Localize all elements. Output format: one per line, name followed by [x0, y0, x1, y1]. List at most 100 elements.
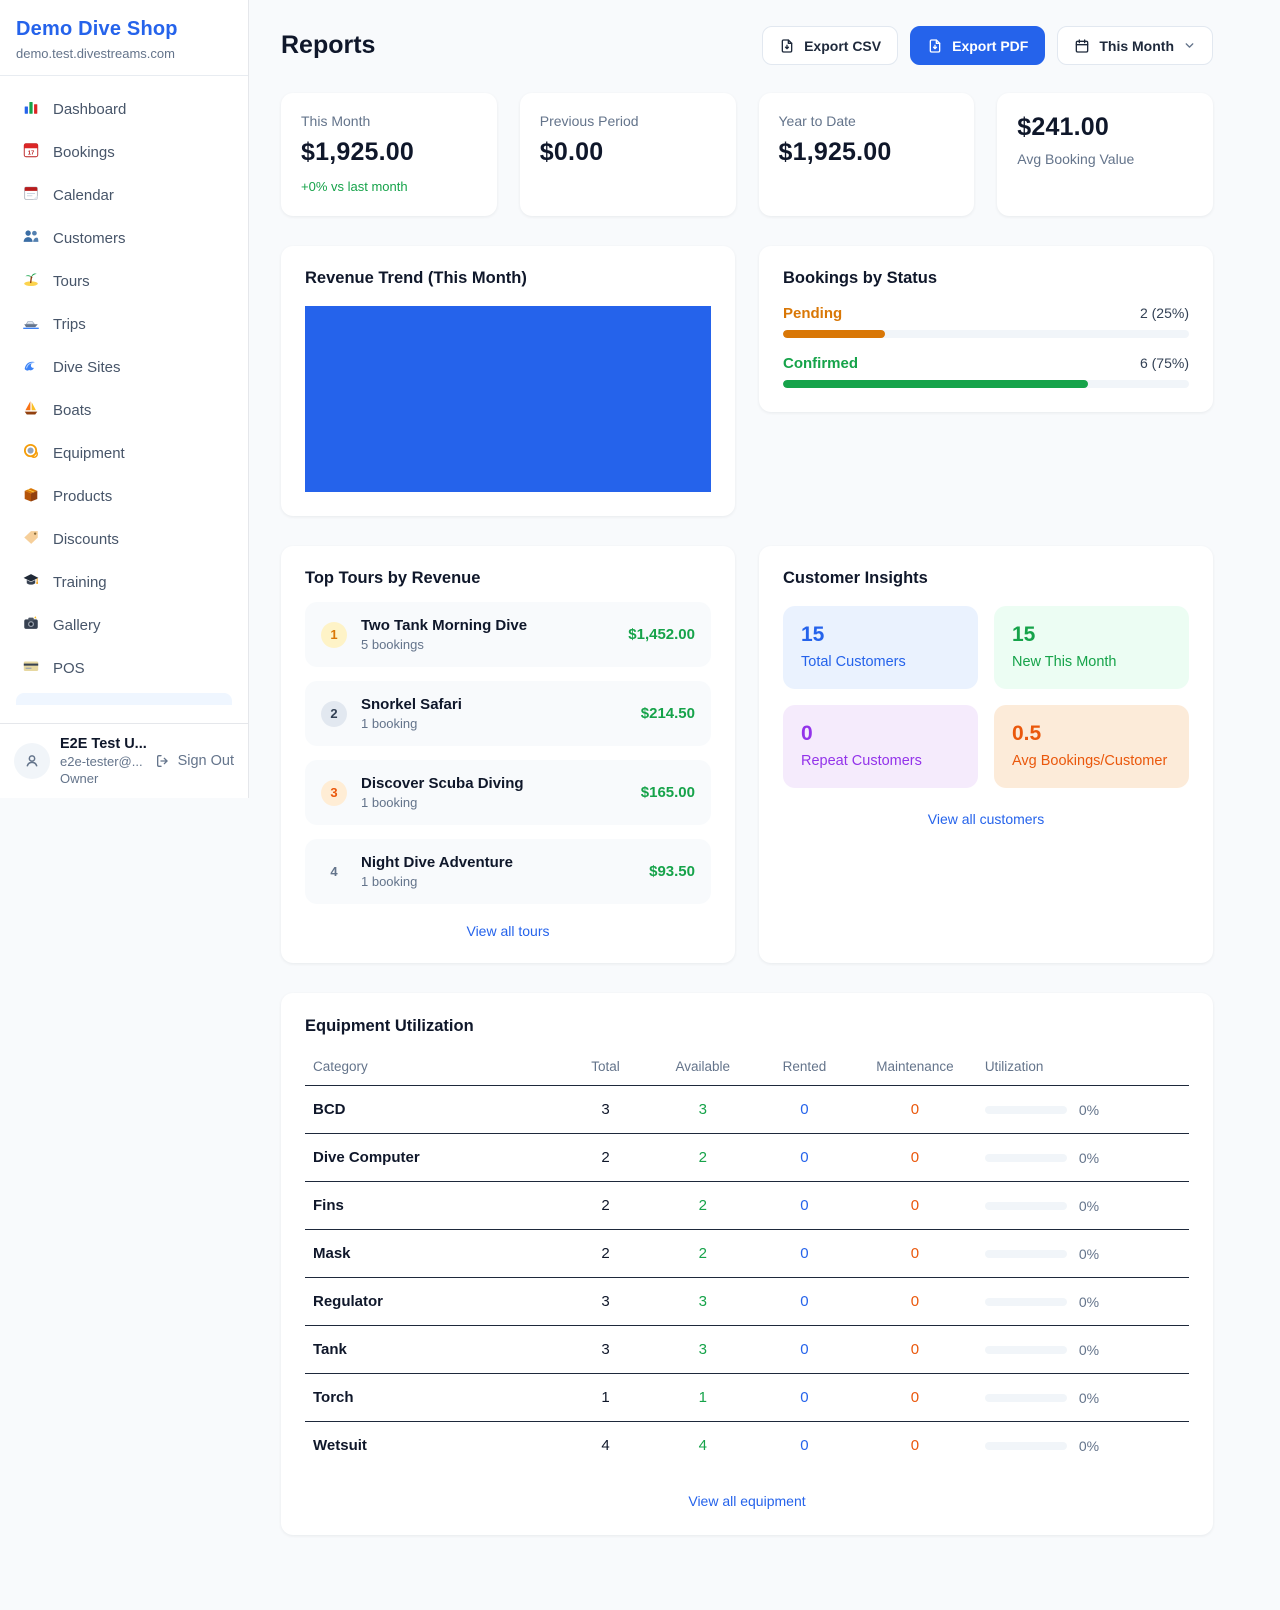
sidebar-item-label: Dive Sites	[53, 358, 121, 376]
revenue-trend-title: Revenue Trend (This Month)	[305, 269, 527, 287]
bar-chart-icon	[22, 98, 40, 120]
cell-maintenance: 0	[853, 1181, 977, 1230]
tour-name: Discover Scuba Diving	[361, 775, 524, 792]
tour-revenue: $214.50	[640, 705, 695, 722]
tour-revenue: $93.50	[649, 863, 695, 880]
tag-icon	[22, 528, 40, 550]
cell-available: 1	[649, 1373, 756, 1422]
main-content: Reports Export CSV Export PDF This Month…	[249, 0, 1280, 1577]
table-row: Mask 2 2 0 0 0%	[305, 1229, 1189, 1278]
cell-category: Dive Computer	[305, 1133, 562, 1182]
export-pdf-label: Export PDF	[952, 37, 1029, 54]
sidebar-item-training[interactable]: Training	[12, 561, 236, 603]
sidebar-item-bookings[interactable]: 17 Bookings	[12, 131, 236, 173]
insight-new-this-month: 15 New This Month	[994, 606, 1189, 689]
top-tours-title: Top Tours by Revenue	[305, 569, 481, 587]
utilization-percent: 0%	[1078, 1389, 1100, 1406]
insight-avg-bookings: 0.5 Avg Bookings/Customer	[994, 705, 1189, 788]
insight-label: Repeat Customers	[801, 753, 922, 769]
sidebar-item-label: Dashboard	[53, 100, 127, 118]
sidebar-item-trips[interactable]: Trips	[12, 303, 236, 345]
motorboat-icon	[22, 313, 40, 335]
sidebar-item-gallery[interactable]: Gallery	[12, 604, 236, 646]
cell-category: Torch	[305, 1373, 562, 1422]
tour-bookings: 1 booking	[361, 795, 418, 810]
credit-card-icon	[22, 657, 40, 679]
view-all-equipment-link[interactable]: View all equipment	[688, 1493, 806, 1509]
cell-total: 3	[561, 1325, 650, 1374]
tour-bookings: 1 booking	[361, 874, 418, 889]
cell-maintenance: 0	[910, 1437, 920, 1454]
table-row: Wetsuit 4 4 0 0 0%	[305, 1422, 1189, 1470]
sidebar-item-dive-sites[interactable]: Dive Sites	[12, 346, 236, 388]
tour-revenue: $165.00	[640, 784, 695, 801]
cell-total: 1	[561, 1373, 650, 1422]
cell-maintenance: 0	[853, 1373, 977, 1422]
insight-label: Avg Bookings/Customer	[1012, 753, 1168, 769]
period-dropdown[interactable]: This Month	[1057, 26, 1213, 65]
export-csv-label: Export CSV	[804, 37, 882, 54]
column-header-maintenance: Maintenance	[853, 1048, 977, 1086]
page-title: Reports	[281, 31, 376, 59]
grad-cap-icon	[22, 571, 40, 593]
column-header-rented: Rented	[755, 1048, 854, 1086]
file-download-icon	[781, 38, 793, 53]
utilization-bar	[984, 1297, 1067, 1306]
sidebar-item-boats[interactable]: Boats	[12, 389, 236, 431]
sidebar-item-calendar[interactable]: Calendar	[12, 174, 236, 216]
shop-name: Demo Dive Shop	[16, 18, 178, 40]
sidebar: Demo Dive Shop demo.test.divestreams.com…	[0, 0, 249, 798]
sign-out-icon	[156, 755, 168, 767]
sidebar-nav: Dashboard 17 Bookings Calendar Customers…	[0, 76, 248, 723]
cell-maintenance: 0	[853, 1133, 977, 1182]
chevron-down-icon	[1185, 43, 1194, 48]
list-item: 4 Night Dive Adventure 1 booking $93.50	[305, 839, 711, 904]
stat-card-year-to-date: Year to Date $1,925.00	[758, 93, 975, 216]
sidebar-item-discounts[interactable]: Discounts	[12, 518, 236, 560]
package-icon	[22, 485, 40, 507]
equipment-utilization-title: Equipment Utilization	[305, 1017, 474, 1035]
stat-card-avg-booking-value: $241.00 Avg Booking Value	[997, 93, 1213, 216]
rank-badge: 1	[321, 621, 347, 648]
sidebar-item-customers[interactable]: Customers	[12, 217, 236, 259]
sidebar-item-label: Boats	[53, 401, 92, 419]
cell-rented: 0	[755, 1085, 854, 1134]
insight-repeat-customers: 0 Repeat Customers	[783, 705, 978, 788]
sidebar-item-pos[interactable]: POS	[12, 647, 236, 689]
utilization-bar	[984, 1153, 1067, 1162]
header-actions: Export CSV Export PDF This Month	[762, 26, 1213, 65]
insight-value: 15	[1012, 623, 1036, 646]
export-pdf-button[interactable]: Export PDF	[910, 26, 1046, 65]
cell-available: 2	[649, 1181, 756, 1230]
sign-out-button[interactable]: Sign Out	[155, 753, 234, 769]
sidebar-item-label: Calendar	[53, 186, 114, 204]
cell-total: 2	[561, 1229, 650, 1278]
stat-value: $241.00	[1017, 113, 1110, 141]
sidebar-item-tours[interactable]: Tours	[12, 260, 236, 302]
customer-insights-title: Customer Insights	[783, 569, 928, 587]
user-role: Owner	[60, 771, 99, 786]
utilization-percent: 0%	[1078, 1197, 1100, 1214]
sidebar-item-reports-partial[interactable]	[16, 693, 232, 705]
status-row-confirmed: Confirmed 6 (75%)	[783, 355, 1189, 388]
sidebar-item-dashboard[interactable]: Dashboard	[12, 88, 236, 130]
column-header-total: Total	[561, 1048, 650, 1086]
sidebar-item-products[interactable]: Products	[12, 475, 236, 517]
sidebar-item-equipment[interactable]: Equipment	[12, 432, 236, 474]
utilization-bar	[984, 1441, 1067, 1450]
view-all-customers-link[interactable]: View all customers	[927, 811, 1045, 827]
cell-total: 2	[561, 1133, 650, 1182]
table-row: Regulator 3 3 0 0 0%	[305, 1277, 1189, 1326]
revenue-trend-card: Revenue Trend (This Month)	[281, 246, 735, 516]
export-csv-button[interactable]: Export CSV	[762, 26, 899, 65]
user-info: E2E Test U... e2e-tester@... Owner	[60, 736, 147, 786]
cell-total: 3	[561, 1085, 650, 1134]
insights-grid: 15 Total Customers 15 New This Month 0 R…	[783, 606, 1189, 788]
tour-bookings: 5 bookings	[361, 637, 424, 652]
cell-category: Tank	[305, 1325, 562, 1374]
view-all-tours-link[interactable]: View all tours	[466, 923, 550, 939]
status-bar-track	[783, 330, 1189, 338]
cell-rented: 0	[755, 1325, 854, 1374]
insight-value: 0.5	[1012, 722, 1042, 745]
shop-domain: demo.test.divestreams.com	[16, 46, 175, 61]
